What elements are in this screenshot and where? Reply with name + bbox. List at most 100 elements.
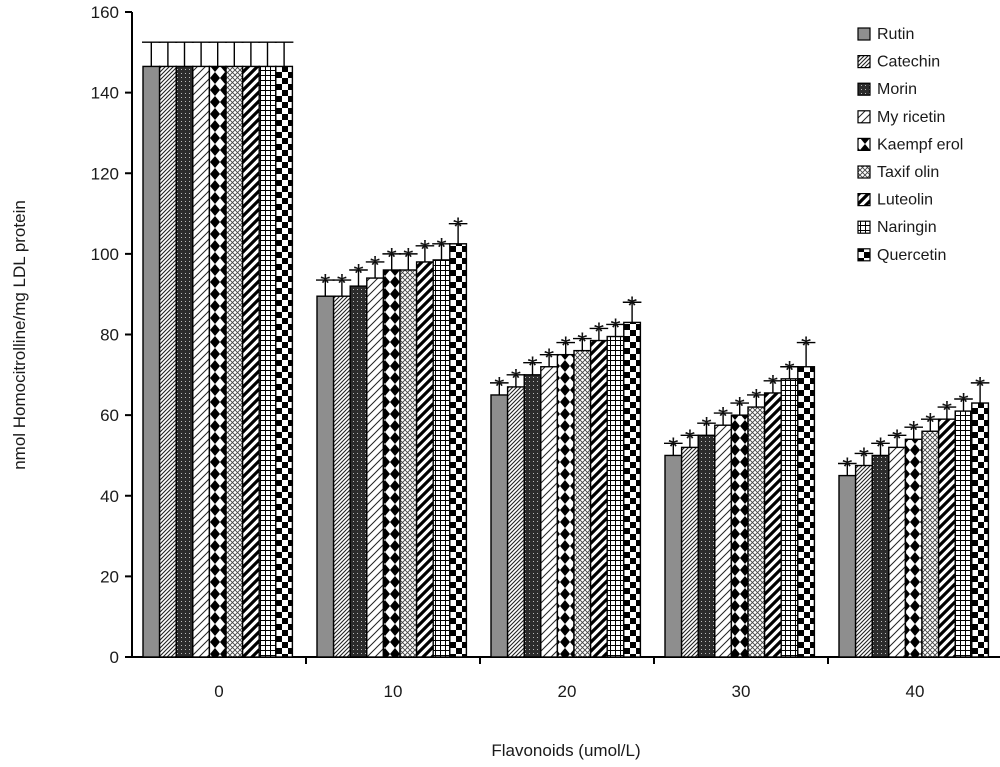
x-tick-label: 20 — [558, 682, 577, 701]
bar — [573, 349, 592, 658]
legend-label: Rutin — [877, 26, 914, 43]
y-tick-label: 100 — [91, 245, 119, 264]
legend-swatch — [857, 110, 871, 124]
legend-swatch — [857, 193, 871, 207]
significance-star: * — [403, 242, 413, 272]
bar — [871, 454, 890, 658]
legend-swatch — [857, 82, 871, 96]
significance-star: * — [320, 268, 330, 298]
significance-star: * — [420, 234, 430, 264]
y-tick-label: 40 — [100, 487, 119, 506]
significance-star: * — [453, 212, 463, 242]
bar — [838, 474, 857, 658]
significance-star: * — [842, 452, 852, 482]
y-tick-label: 20 — [100, 567, 119, 586]
legend: Rutin Catechin Morin My ricetin Kaempf erol T… — [857, 26, 963, 264]
bar — [349, 285, 368, 658]
legend-label: Morin — [877, 81, 917, 98]
significance-star: * — [718, 401, 728, 431]
significance-star: * — [561, 331, 571, 361]
bar — [258, 65, 277, 658]
y-tick-label: 160 — [91, 3, 119, 22]
y-tick-label: 140 — [91, 84, 119, 103]
legend-label: Catechin — [877, 54, 940, 71]
y-tick-label: 120 — [91, 164, 119, 183]
significance-star: * — [975, 371, 985, 401]
significance-star: * — [544, 343, 554, 373]
x-tick-label: 10 — [384, 682, 403, 701]
significance-star: * — [701, 411, 711, 441]
significance-star: * — [801, 331, 811, 361]
x-tick-label: 40 — [906, 682, 925, 701]
significance-star: * — [942, 395, 952, 425]
legend-swatch — [857, 220, 871, 234]
x-axis-title: Flavonoids (umol/L) — [491, 741, 640, 760]
x-tick-label: 30 — [732, 682, 751, 701]
bar — [697, 434, 716, 658]
significance-star: * — [594, 316, 604, 346]
bar — [714, 424, 733, 658]
bar — [780, 378, 799, 658]
bar — [158, 65, 177, 658]
significance-star: * — [527, 351, 537, 381]
bar — [142, 65, 161, 658]
bars: * * * * * * * *** * * * * * * *** * * * * * * *** * * * * * * ** — [142, 41, 990, 658]
bar — [937, 418, 956, 658]
bar — [332, 295, 351, 658]
bar — [556, 353, 575, 658]
legend-label: My ricetin — [877, 109, 945, 126]
bar — [540, 366, 559, 658]
significance-star: * — [875, 431, 885, 461]
significance-star: * — [370, 250, 380, 280]
significance-star: * — [627, 290, 637, 320]
bar — [888, 446, 907, 658]
significance-star: * — [577, 327, 587, 357]
y-axis: 0 20 40 60 80 100 120 140 160 — [91, 3, 133, 667]
legend-swatch — [857, 54, 871, 69]
bar — [490, 394, 509, 658]
legend-label: Quercetin — [877, 247, 946, 264]
legend-label: Kaempf erol — [877, 136, 963, 153]
y-tick-label: 60 — [100, 406, 119, 425]
significance-star: * — [337, 268, 347, 298]
bar — [747, 406, 766, 658]
bar — [382, 269, 401, 658]
significance-star: * — [494, 371, 504, 401]
bar — [366, 277, 385, 658]
bar — [449, 243, 468, 658]
bar — [971, 402, 990, 658]
bar — [415, 261, 434, 658]
significance-star: * — [436, 232, 446, 262]
bar — [316, 295, 335, 658]
bar — [854, 464, 873, 658]
bar — [275, 65, 294, 658]
significance-star: * — [925, 407, 935, 437]
significance-star: * — [751, 383, 761, 413]
y-tick-label: 0 — [110, 648, 119, 667]
significance-star: * — [668, 431, 678, 461]
bar — [225, 65, 244, 658]
bar — [241, 65, 260, 658]
bar — [399, 269, 418, 658]
legend-swatch — [857, 137, 871, 151]
y-tick-label: 80 — [100, 326, 119, 345]
significance-star: * — [735, 391, 745, 421]
significance-star: * — [892, 423, 902, 453]
bar — [589, 339, 608, 658]
bar — [680, 446, 699, 658]
bar — [606, 335, 625, 658]
significance-star: * — [610, 312, 620, 342]
x-axis: 0 10 20 30 40 — [132, 656, 1000, 701]
y-axis-title: nmol Homocitrolline/mg LDL protein — [10, 200, 29, 470]
significance-star: * — [784, 355, 794, 385]
bar — [921, 430, 940, 658]
legend-label: Naringin — [877, 219, 937, 236]
significance-star: * — [859, 441, 869, 471]
legend-swatch — [857, 165, 871, 179]
significance-star: * — [909, 415, 919, 445]
bar — [904, 438, 923, 658]
legend-swatch — [857, 248, 871, 262]
x-tick-label: 0 — [214, 682, 223, 701]
bar — [506, 386, 525, 658]
